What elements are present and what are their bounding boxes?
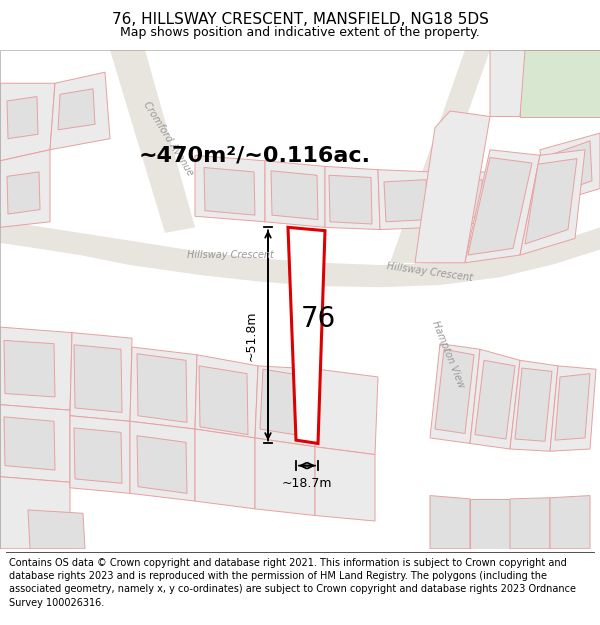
Polygon shape	[255, 366, 318, 447]
Polygon shape	[439, 179, 483, 221]
Polygon shape	[0, 150, 50, 228]
Polygon shape	[130, 347, 197, 429]
Text: Map shows position and indicative extent of the property.: Map shows position and indicative extent…	[120, 26, 480, 39]
Text: Contains OS data © Crown copyright and database right 2021. This information is : Contains OS data © Crown copyright and d…	[9, 558, 576, 608]
Polygon shape	[493, 170, 537, 214]
Polygon shape	[540, 133, 600, 205]
Text: Hillsway Crescent: Hillsway Crescent	[386, 261, 474, 282]
Polygon shape	[199, 366, 248, 434]
Polygon shape	[525, 159, 577, 244]
Polygon shape	[74, 428, 122, 483]
Polygon shape	[465, 150, 540, 262]
Text: Hampton View: Hampton View	[430, 320, 466, 390]
Polygon shape	[70, 416, 130, 493]
Polygon shape	[475, 361, 515, 439]
Polygon shape	[4, 417, 55, 470]
Polygon shape	[195, 355, 258, 438]
Text: Cromford Avenue: Cromford Avenue	[141, 100, 195, 178]
Polygon shape	[384, 179, 428, 222]
Polygon shape	[325, 166, 380, 229]
Polygon shape	[110, 50, 195, 233]
Polygon shape	[315, 447, 375, 521]
Polygon shape	[555, 374, 590, 440]
Polygon shape	[204, 168, 255, 215]
Polygon shape	[130, 421, 195, 501]
Polygon shape	[0, 404, 70, 482]
Polygon shape	[0, 83, 55, 161]
Polygon shape	[520, 150, 585, 255]
Polygon shape	[415, 111, 490, 262]
Polygon shape	[74, 345, 122, 413]
Polygon shape	[70, 332, 132, 421]
Polygon shape	[430, 496, 470, 549]
Polygon shape	[329, 175, 372, 224]
Text: 76, HILLSWAY CRESCENT, MANSFIELD, NG18 5DS: 76, HILLSWAY CRESCENT, MANSFIELD, NG18 5…	[112, 12, 488, 28]
Polygon shape	[137, 354, 187, 422]
Polygon shape	[550, 496, 590, 549]
Text: ~18.7m: ~18.7m	[282, 477, 332, 490]
Text: ~51.8m: ~51.8m	[245, 310, 258, 361]
Polygon shape	[430, 344, 480, 444]
Polygon shape	[195, 429, 255, 509]
Polygon shape	[432, 172, 490, 227]
Polygon shape	[28, 510, 85, 549]
Polygon shape	[58, 89, 95, 130]
Polygon shape	[260, 369, 311, 437]
Polygon shape	[510, 498, 550, 549]
Polygon shape	[468, 158, 532, 255]
Polygon shape	[550, 366, 596, 451]
Polygon shape	[488, 163, 545, 222]
Polygon shape	[195, 155, 265, 222]
Polygon shape	[390, 50, 490, 262]
Polygon shape	[0, 327, 72, 410]
Polygon shape	[378, 170, 435, 229]
Polygon shape	[7, 172, 40, 214]
Polygon shape	[7, 96, 38, 139]
Polygon shape	[315, 369, 378, 454]
Polygon shape	[470, 349, 520, 449]
Polygon shape	[510, 361, 558, 451]
Polygon shape	[435, 349, 474, 434]
Polygon shape	[50, 72, 110, 150]
Polygon shape	[515, 368, 552, 441]
Text: Hillsway Crescent: Hillsway Crescent	[187, 250, 274, 260]
Polygon shape	[288, 228, 325, 444]
Text: ~470m²/~0.116ac.: ~470m²/~0.116ac.	[139, 145, 371, 165]
Polygon shape	[490, 50, 525, 116]
Polygon shape	[546, 141, 592, 196]
Polygon shape	[0, 477, 70, 549]
Polygon shape	[271, 171, 318, 219]
Polygon shape	[265, 161, 325, 228]
Polygon shape	[520, 50, 600, 116]
Polygon shape	[4, 341, 55, 397]
Polygon shape	[255, 438, 315, 516]
Text: 76: 76	[301, 305, 337, 332]
Polygon shape	[137, 436, 187, 493]
Polygon shape	[0, 222, 600, 287]
Polygon shape	[470, 499, 510, 549]
